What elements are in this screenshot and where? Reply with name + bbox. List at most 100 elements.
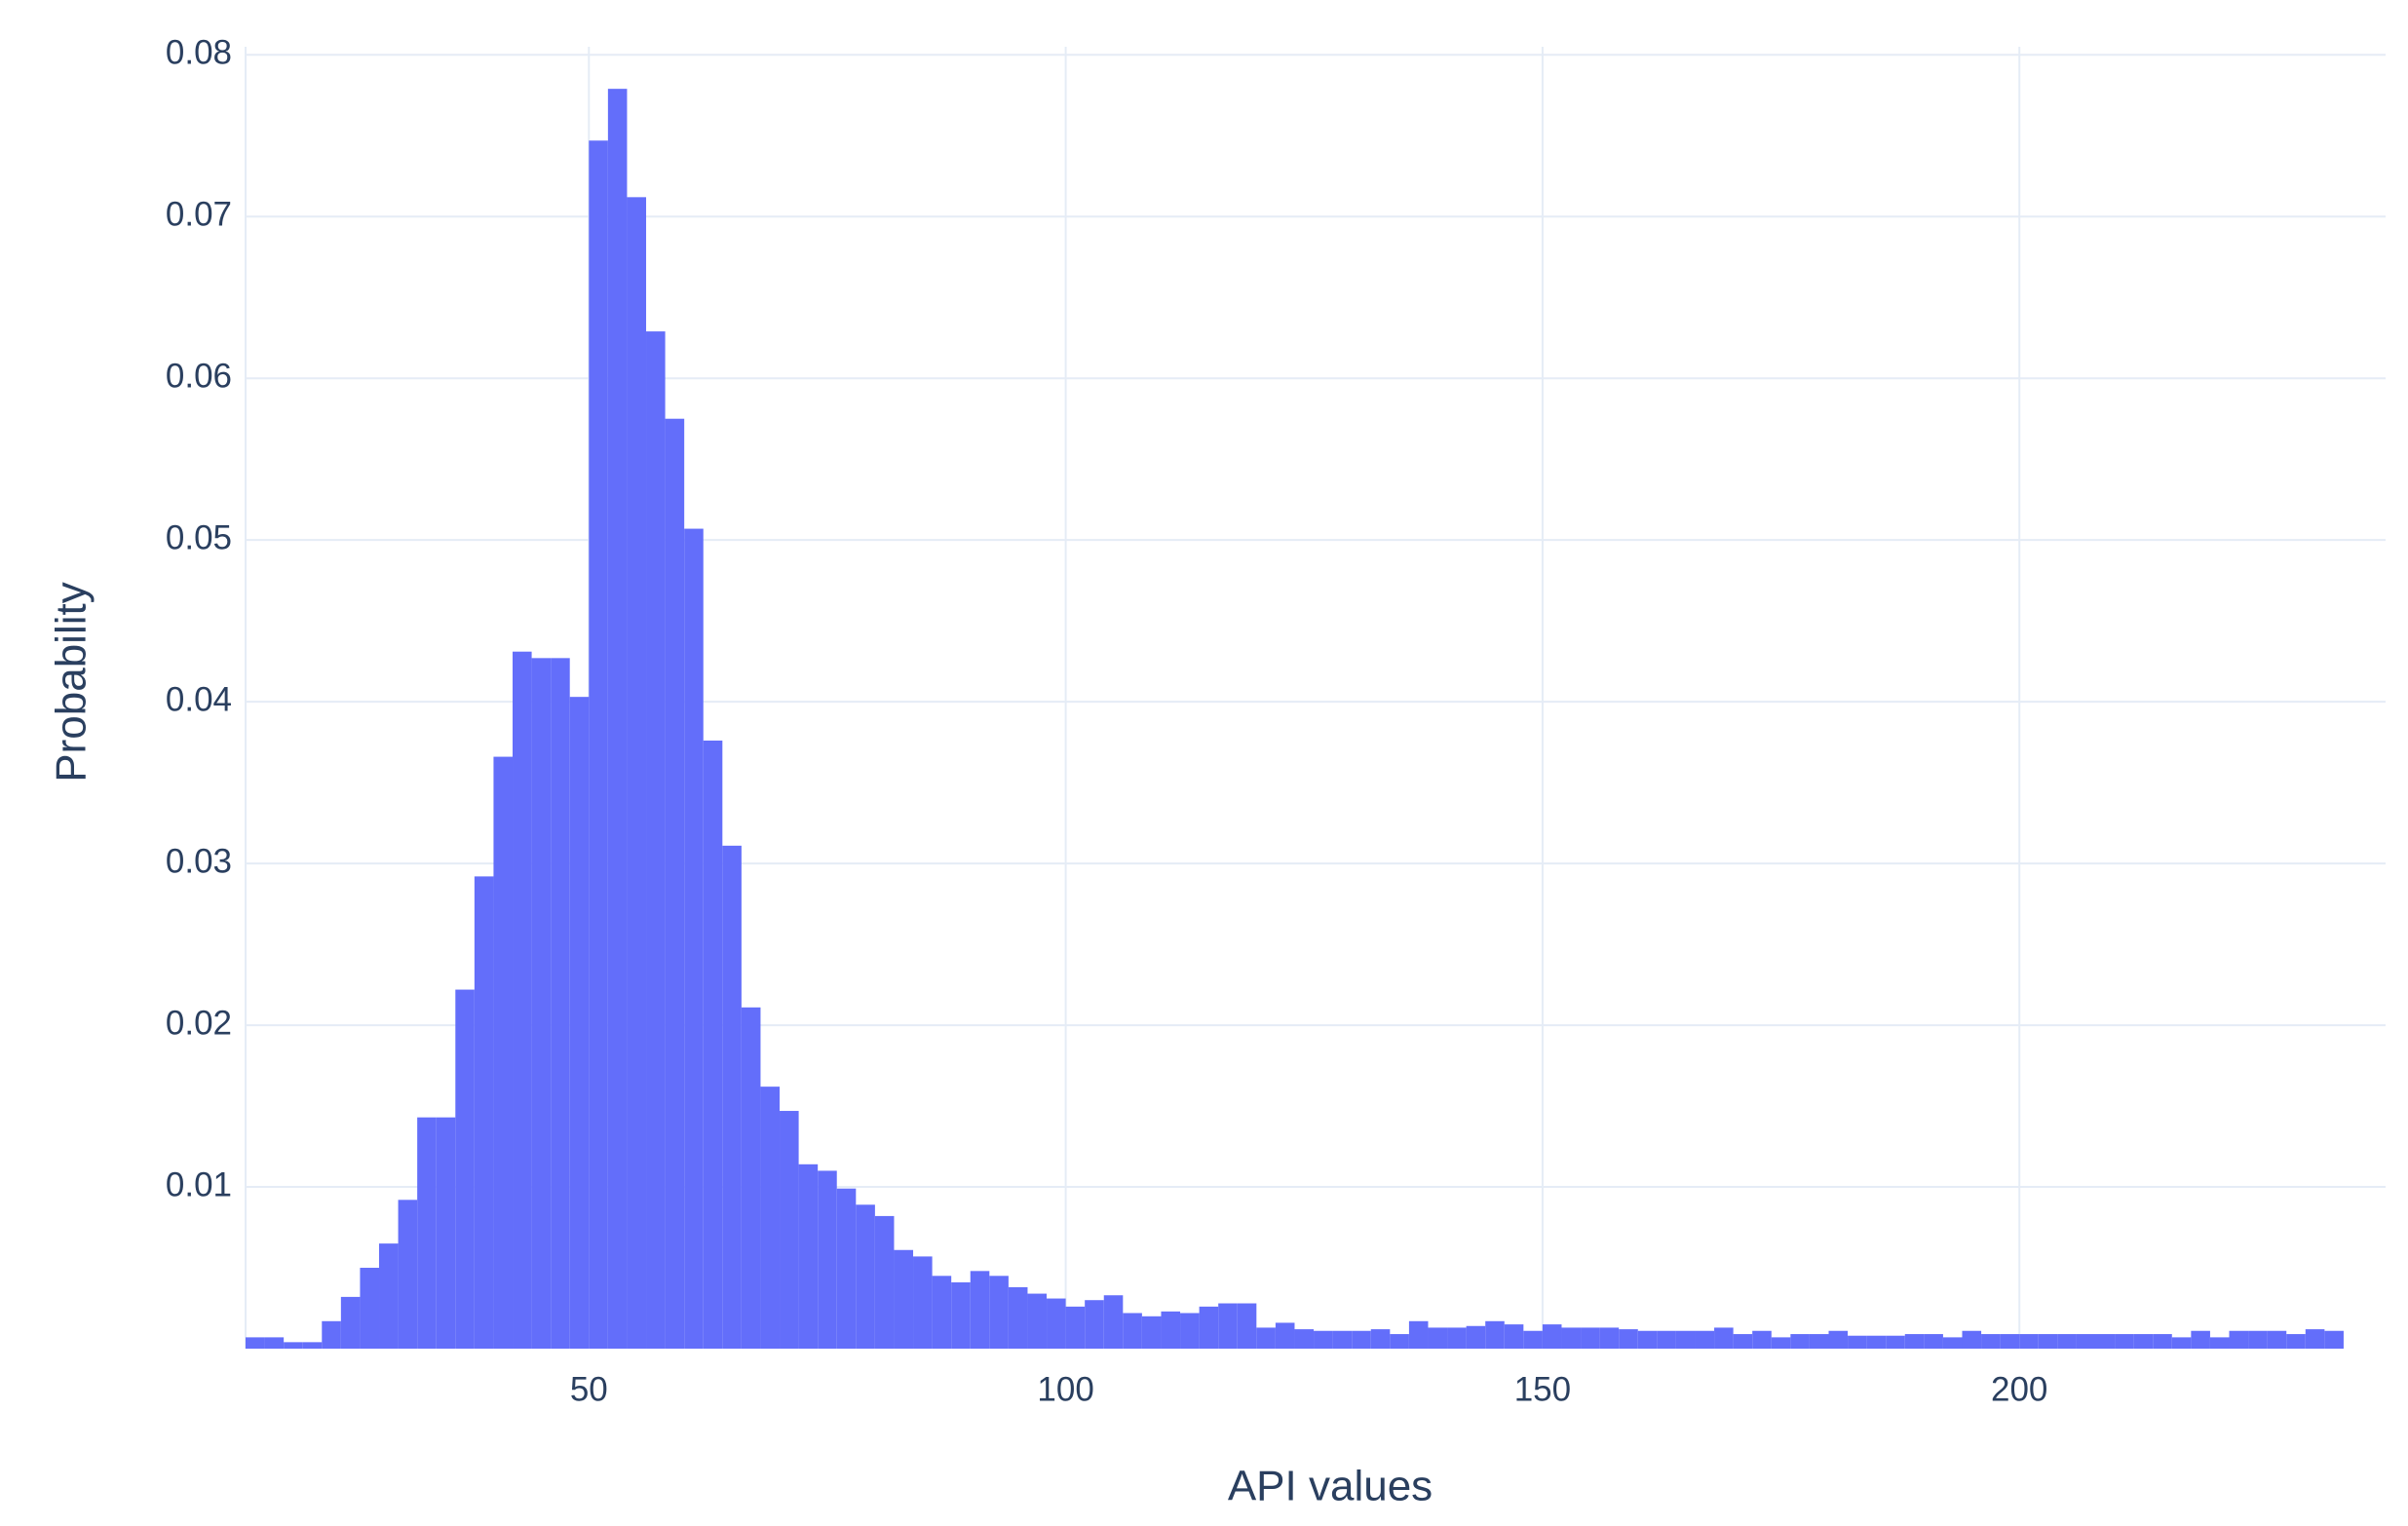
bar bbox=[1332, 1330, 1353, 1349]
bar bbox=[1314, 1330, 1333, 1349]
x-tick-label: 100 bbox=[1037, 1370, 1093, 1408]
bar bbox=[2076, 1334, 2096, 1349]
bar bbox=[1599, 1327, 1620, 1349]
bar bbox=[1352, 1330, 1371, 1349]
bar bbox=[1714, 1327, 1734, 1349]
bar bbox=[360, 1268, 380, 1349]
bar bbox=[722, 845, 742, 1349]
bar bbox=[1637, 1330, 1658, 1349]
bar bbox=[1848, 1335, 1867, 1349]
bar bbox=[1199, 1306, 1219, 1349]
bar bbox=[1370, 1329, 1391, 1349]
bar bbox=[1141, 1316, 1162, 1349]
bar bbox=[1771, 1337, 1791, 1349]
bar bbox=[2171, 1337, 2192, 1349]
bar bbox=[1886, 1335, 1905, 1349]
bar bbox=[1103, 1295, 1124, 1349]
bar bbox=[1828, 1330, 1849, 1349]
bar bbox=[1581, 1327, 1600, 1349]
bar bbox=[818, 1170, 837, 1349]
bar bbox=[836, 1188, 857, 1349]
bar bbox=[1866, 1335, 1887, 1349]
bar bbox=[246, 1337, 265, 1349]
bar bbox=[1161, 1311, 1181, 1349]
y-tick-label: 0.02 bbox=[166, 1004, 232, 1042]
bar bbox=[284, 1342, 303, 1349]
bar bbox=[436, 1117, 456, 1349]
bar bbox=[798, 1164, 819, 1349]
bar bbox=[589, 140, 608, 1349]
bar bbox=[455, 989, 475, 1349]
x-tick-label: 50 bbox=[570, 1370, 608, 1408]
bar bbox=[760, 1087, 781, 1349]
x-axis-title: API values bbox=[1228, 1463, 1433, 1510]
bar bbox=[1542, 1324, 1562, 1349]
bar bbox=[951, 1281, 971, 1349]
bar bbox=[1237, 1303, 1257, 1349]
y-axis-title: Probability bbox=[48, 582, 96, 782]
bar bbox=[2057, 1334, 2077, 1349]
bar bbox=[1790, 1334, 1810, 1349]
bar bbox=[1390, 1334, 1409, 1349]
bar bbox=[703, 740, 723, 1349]
bar bbox=[646, 331, 666, 1349]
bar bbox=[417, 1117, 437, 1349]
bar bbox=[1275, 1322, 1295, 1349]
bar bbox=[684, 528, 704, 1349]
x-tick-label: 150 bbox=[1514, 1370, 1571, 1408]
bar bbox=[493, 756, 514, 1349]
bar bbox=[551, 658, 570, 1349]
bar bbox=[1695, 1330, 1715, 1349]
bar bbox=[1504, 1324, 1524, 1349]
bar bbox=[2286, 1334, 2306, 1349]
bar bbox=[264, 1337, 285, 1349]
bar bbox=[894, 1249, 914, 1349]
bar bbox=[1733, 1334, 1753, 1349]
bar bbox=[1657, 1330, 1676, 1349]
bar bbox=[1256, 1327, 1276, 1349]
bar bbox=[989, 1276, 1009, 1349]
bar bbox=[1523, 1330, 1543, 1349]
bar bbox=[2324, 1330, 2344, 1349]
bar bbox=[932, 1276, 952, 1349]
bar bbox=[2000, 1334, 2020, 1349]
bar bbox=[340, 1296, 361, 1349]
bar bbox=[513, 651, 532, 1349]
bar bbox=[970, 1271, 990, 1349]
bar bbox=[1809, 1334, 1829, 1349]
bar bbox=[322, 1320, 341, 1349]
bar bbox=[1065, 1306, 1086, 1349]
bar bbox=[398, 1200, 418, 1349]
bar bbox=[1447, 1327, 1467, 1349]
bar bbox=[2209, 1337, 2230, 1349]
bar bbox=[1675, 1330, 1696, 1349]
bar bbox=[2305, 1329, 2325, 1349]
bar bbox=[1962, 1330, 1982, 1349]
y-tick-label: 0.07 bbox=[166, 196, 232, 234]
bar bbox=[1752, 1330, 1772, 1349]
bar bbox=[1619, 1329, 1638, 1349]
bar bbox=[474, 876, 494, 1349]
bar bbox=[627, 197, 647, 1349]
y-tick-label: 0.03 bbox=[166, 842, 232, 880]
y-tick-label: 0.08 bbox=[166, 34, 232, 72]
y-tick-label: 0.04 bbox=[166, 680, 232, 718]
x-tick-label: 200 bbox=[1991, 1370, 2047, 1408]
bar bbox=[2038, 1334, 2058, 1349]
bar bbox=[1942, 1337, 1963, 1349]
bar bbox=[1466, 1325, 1486, 1349]
y-tick-label: 0.05 bbox=[166, 518, 232, 556]
bar bbox=[569, 697, 590, 1349]
bar bbox=[2133, 1334, 2154, 1349]
bar bbox=[1218, 1303, 1238, 1349]
bar bbox=[302, 1342, 323, 1349]
bar bbox=[1408, 1320, 1429, 1349]
bar bbox=[780, 1111, 799, 1349]
bar bbox=[1027, 1293, 1048, 1349]
bar bbox=[2095, 1334, 2116, 1349]
y-tick-label: 0.06 bbox=[166, 357, 232, 395]
bar bbox=[1008, 1286, 1028, 1349]
bar bbox=[1981, 1334, 2001, 1349]
